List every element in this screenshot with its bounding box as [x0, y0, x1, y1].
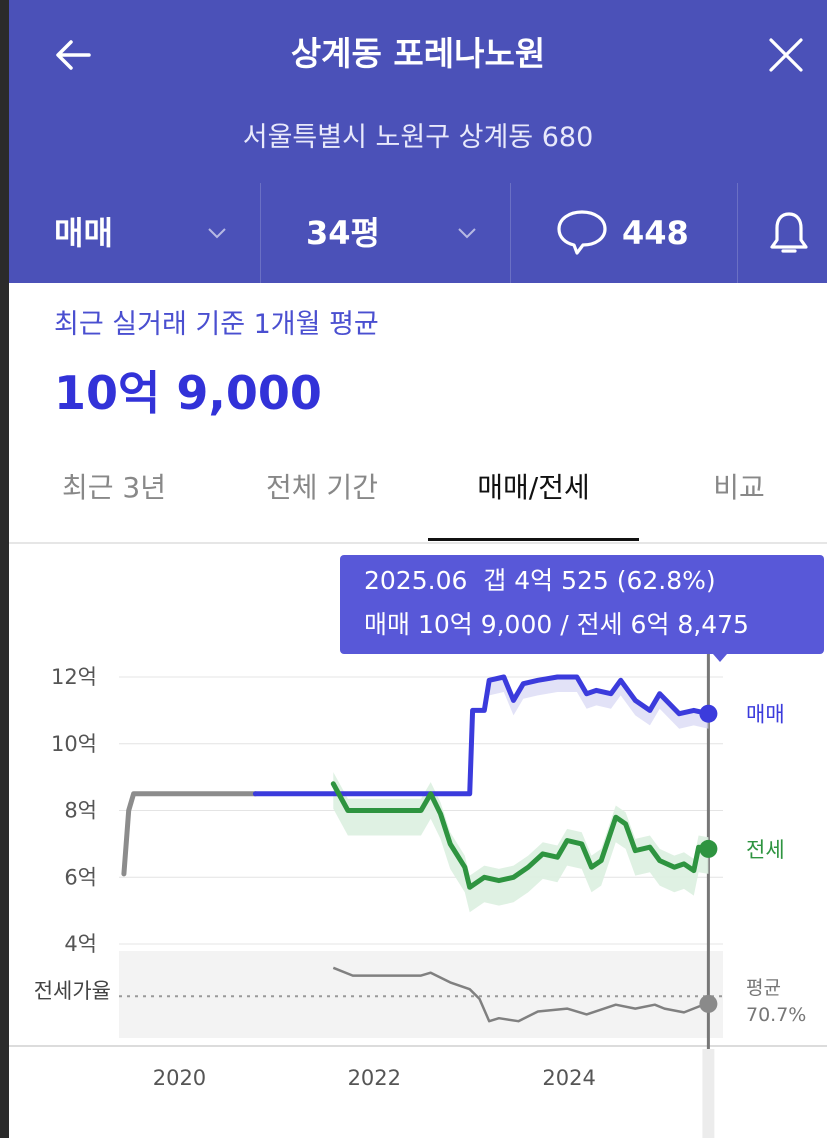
tab-sale-jeonse[interactable]: 매매/전세 [477, 471, 590, 504]
tab-all-period[interactable]: 전체 기간 [266, 471, 378, 504]
sale-line-history [121, 791, 258, 877]
page-title: 상계동 포레나노원 [290, 34, 546, 73]
comment-count: 448 [622, 214, 689, 252]
y-tick-label: 12억 [51, 665, 97, 689]
tab-compare[interactable]: 비교 [713, 471, 765, 504]
close-icon[interactable] [761, 30, 811, 80]
active-tab-indicator [428, 538, 639, 541]
divider [510, 183, 511, 283]
period-tabs: 최근 3년 전체 기간 매매/전세 비교 [9, 455, 827, 544]
area-dropdown[interactable]: 34평 [261, 183, 510, 283]
app-screen: 상계동 포레나노원 서울특별시 노원구 상계동 680 매매 34평 [9, 0, 827, 1138]
comments-button[interactable]: 448 [511, 183, 737, 283]
ratio-average-value: 70.7% [746, 1004, 806, 1026]
back-arrow-icon[interactable] [49, 30, 99, 80]
jeonse-range-band [333, 772, 709, 913]
ratio-area-bg [119, 951, 723, 1038]
address: 서울특별시 노원구 상계동 680 [242, 122, 594, 153]
ratio-average-caption: 평균 [746, 977, 781, 999]
chevron-down-icon [458, 228, 476, 239]
ratio-axis-label: 전세가율 [34, 979, 111, 1003]
ratio-line [332, 966, 709, 1023]
average-price: 10억 9,000 [54, 366, 322, 420]
price-caption: 최근 실거래 기준 1개월 평균 [54, 309, 379, 340]
speech-bubble-icon [557, 210, 607, 255]
y-tick-label: 8억 [64, 799, 97, 823]
divider [260, 183, 261, 283]
y-tick-label: 4억 [64, 932, 97, 956]
chart-tooltip: 2025.06 갭 4억 525 (62.8%) 매매 10억 9,000 / … [340, 555, 824, 662]
x-tick-label: 2024 [542, 1066, 595, 1090]
bell-icon [770, 212, 808, 253]
sale-series-label: 매매 [746, 703, 785, 727]
sale-range-band [489, 677, 709, 729]
jeonse-line [330, 781, 711, 890]
tooltip-pointer [713, 654, 727, 662]
divider [737, 183, 738, 283]
tab-recent-3y[interactable]: 최근 3년 [62, 471, 166, 504]
trade-type-label: 매매 [54, 214, 113, 252]
jeonse-end-marker [699, 839, 718, 858]
jeonse-series-label: 전세 [746, 838, 785, 862]
ratio-end-marker [699, 994, 718, 1013]
notification-button[interactable] [738, 183, 827, 283]
y-tick-label: 6억 [64, 865, 97, 889]
x-tick-label: 2020 [153, 1066, 206, 1090]
trade-type-dropdown[interactable]: 매매 [9, 183, 260, 283]
area-label: 34평 [306, 214, 380, 252]
tooltip-gap-line: 2025.06 갭 4억 525 (62.8%) [364, 566, 716, 595]
chevron-down-icon [208, 228, 226, 239]
tooltip-price-line: 매매 10억 9,000 / 전세 6억 8,475 [364, 610, 749, 639]
header: 상계동 포레나노원 서울특별시 노원구 상계동 680 매매 34평 [9, 0, 827, 283]
filter-bar: 매매 34평 448 [9, 183, 827, 283]
y-tick-label: 10억 [51, 732, 97, 756]
selection-track [702, 1049, 715, 1138]
sale-line [252, 674, 711, 797]
sale-end-marker [699, 704, 718, 723]
x-tick-label: 2022 [348, 1066, 401, 1090]
